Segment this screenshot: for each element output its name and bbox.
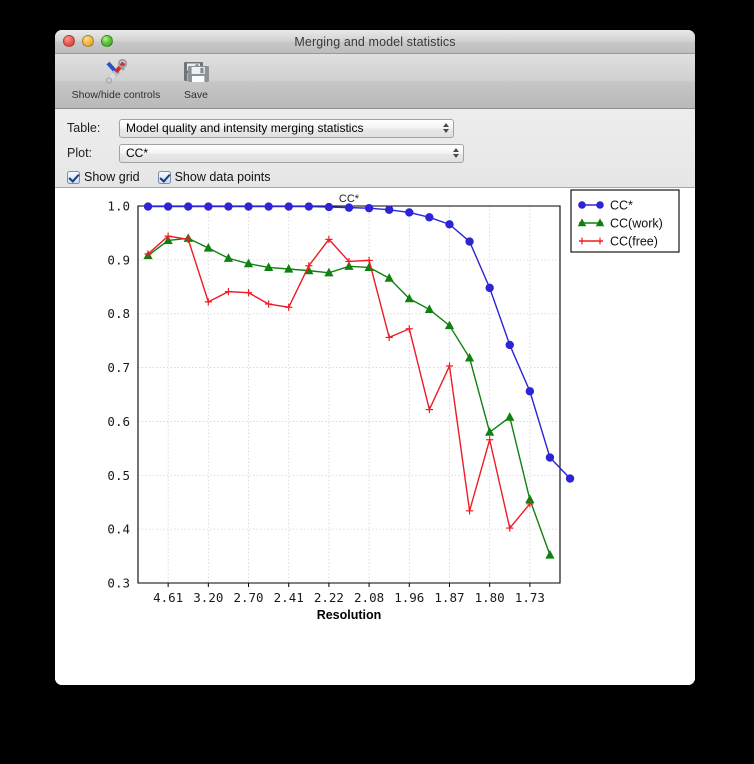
- legend-label: CC*: [610, 199, 633, 213]
- floppy-disk-save-icon: [182, 57, 210, 87]
- show-grid-checkbox[interactable]: Show grid: [67, 170, 140, 184]
- show-data-points-checkbox[interactable]: Show data points: [157, 170, 271, 184]
- x-tick-label: 2.08: [354, 590, 384, 605]
- x-axis-title: Resolution: [317, 608, 382, 622]
- x-tick-label: 4.61: [153, 590, 183, 605]
- checkmark-icon: [157, 170, 171, 184]
- chart-title: CC*: [339, 193, 360, 205]
- show-hide-controls-button[interactable]: Show/hide controls: [71, 54, 161, 101]
- series-ccwork: [143, 233, 555, 559]
- y-tick-label: 0.8: [107, 306, 130, 321]
- plot-label: Plot:: [67, 146, 93, 160]
- save-label: Save: [184, 89, 208, 101]
- table-label: Table:: [67, 121, 101, 135]
- legend-label: CC(work): [610, 217, 663, 231]
- chart-legend: CC* CC(work) CC(free): [570, 189, 680, 253]
- series-cc: [143, 202, 575, 483]
- table-select[interactable]: Model quality and intensity merging stat…: [119, 118, 454, 138]
- checkbox-row: Show grid Show data points: [67, 167, 695, 187]
- close-button-icon[interactable]: [63, 35, 75, 47]
- chart-axes: [137, 205, 561, 584]
- y-tick-label: 0.6: [107, 414, 130, 429]
- minimize-button-icon[interactable]: [82, 35, 94, 47]
- y-tick-label: 0.7: [107, 360, 130, 375]
- tools-icon: [101, 57, 131, 87]
- chart-series-group: [143, 202, 575, 559]
- stepper-arrows-icon: [453, 148, 459, 158]
- y-tick-label: 0.4: [107, 522, 130, 537]
- controls-panel: Table: Model quality and intensity mergi…: [55, 109, 695, 188]
- plot-row: Plot: CC*: [67, 141, 695, 165]
- stepper-arrows-icon: [443, 123, 449, 133]
- window-controls: [63, 35, 113, 47]
- cc-star-chart: 1.0 0.9 0.8 0.7 0.6 0.5 0.4 0.3 4.61 3.20 2.70 2.4…: [107, 189, 680, 622]
- zoom-button-icon[interactable]: [101, 35, 113, 47]
- save-button[interactable]: Save: [173, 54, 219, 101]
- legend-label: CC(free): [610, 235, 658, 249]
- x-tick-label: 2.22: [314, 590, 344, 605]
- show-hide-controls-label: Show/hide controls: [71, 89, 161, 101]
- chart-x-tick-labels: 4.61 3.20 2.70 2.41 2.22 2.08 1.96 1.87 1.80 1.73: [153, 583, 545, 605]
- window-title: Merging and model statistics: [294, 34, 456, 49]
- x-tick-label: 2.41: [274, 590, 304, 605]
- table-row: Table: Model quality and intensity mergi…: [67, 116, 695, 140]
- chart-y-tick-labels: 1.0 0.9 0.8 0.7 0.6 0.5 0.4 0.3: [107, 199, 130, 591]
- plot-select[interactable]: CC*: [119, 143, 464, 163]
- y-tick-label: 0.9: [107, 252, 130, 267]
- toolbar: Show/hide controls Save: [55, 54, 695, 109]
- y-tick-label: 0.3: [107, 576, 130, 591]
- x-tick-label: 1.73: [515, 590, 545, 605]
- show-data-points-label: Show data points: [174, 170, 271, 184]
- series-ccfree: [144, 232, 534, 532]
- y-tick-label: 1.0: [107, 199, 130, 214]
- y-tick-label: 0.5: [107, 468, 130, 483]
- table-select-value: Model quality and intensity merging stat…: [126, 121, 364, 135]
- application-window: Merging and model statistics: [55, 30, 695, 685]
- show-grid-label: Show grid: [84, 170, 140, 184]
- x-tick-label: 2.70: [233, 590, 263, 605]
- window-titlebar: Merging and model statistics: [55, 30, 695, 54]
- checkmark-icon: [67, 170, 80, 184]
- x-tick-label: 1.80: [475, 590, 505, 605]
- x-tick-label: 1.87: [434, 590, 464, 605]
- plot-select-value: CC*: [126, 146, 149, 160]
- x-tick-label: 1.96: [394, 590, 424, 605]
- x-tick-label: 3.20: [193, 590, 223, 605]
- plot-canvas[interactable]: 1.0 0.9 0.8 0.7 0.6 0.5 0.4 0.3 4.61 3.20 2.70 2.4…: [55, 188, 695, 685]
